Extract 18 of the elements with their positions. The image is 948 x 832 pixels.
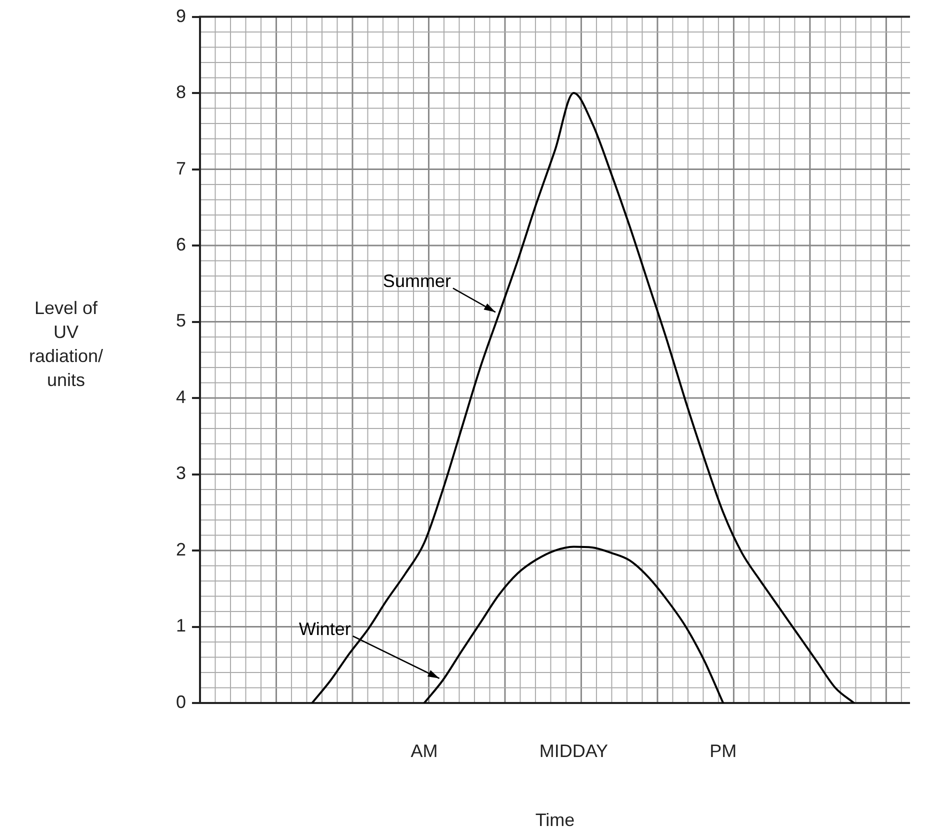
- x-tick-label: MIDDAY: [539, 740, 608, 761]
- y-tick-label: 5: [176, 310, 186, 331]
- x-tick-label: AM: [410, 740, 438, 761]
- y-tick-label: 7: [176, 158, 186, 178]
- y-tick-label: 2: [176, 539, 186, 560]
- y-tick-label: 9: [176, 6, 186, 26]
- y-tick-label: 6: [176, 234, 186, 254]
- y-tick-label: 1: [176, 616, 186, 636]
- y-tick-label: 8: [176, 82, 186, 102]
- text: Summer: [382, 271, 451, 292]
- y-tick-label: 0: [176, 692, 186, 712]
- x-axis-title: Time: [535, 810, 575, 830]
- y-tick-label: 4: [176, 386, 186, 407]
- y-tick-label: 3: [176, 463, 186, 484]
- text: Winter: [298, 619, 351, 640]
- y-axis-title: Level of UV radiation/ units: [28, 297, 104, 392]
- x-tick-label: PM: [710, 740, 737, 761]
- line-series: [423, 546, 724, 703]
